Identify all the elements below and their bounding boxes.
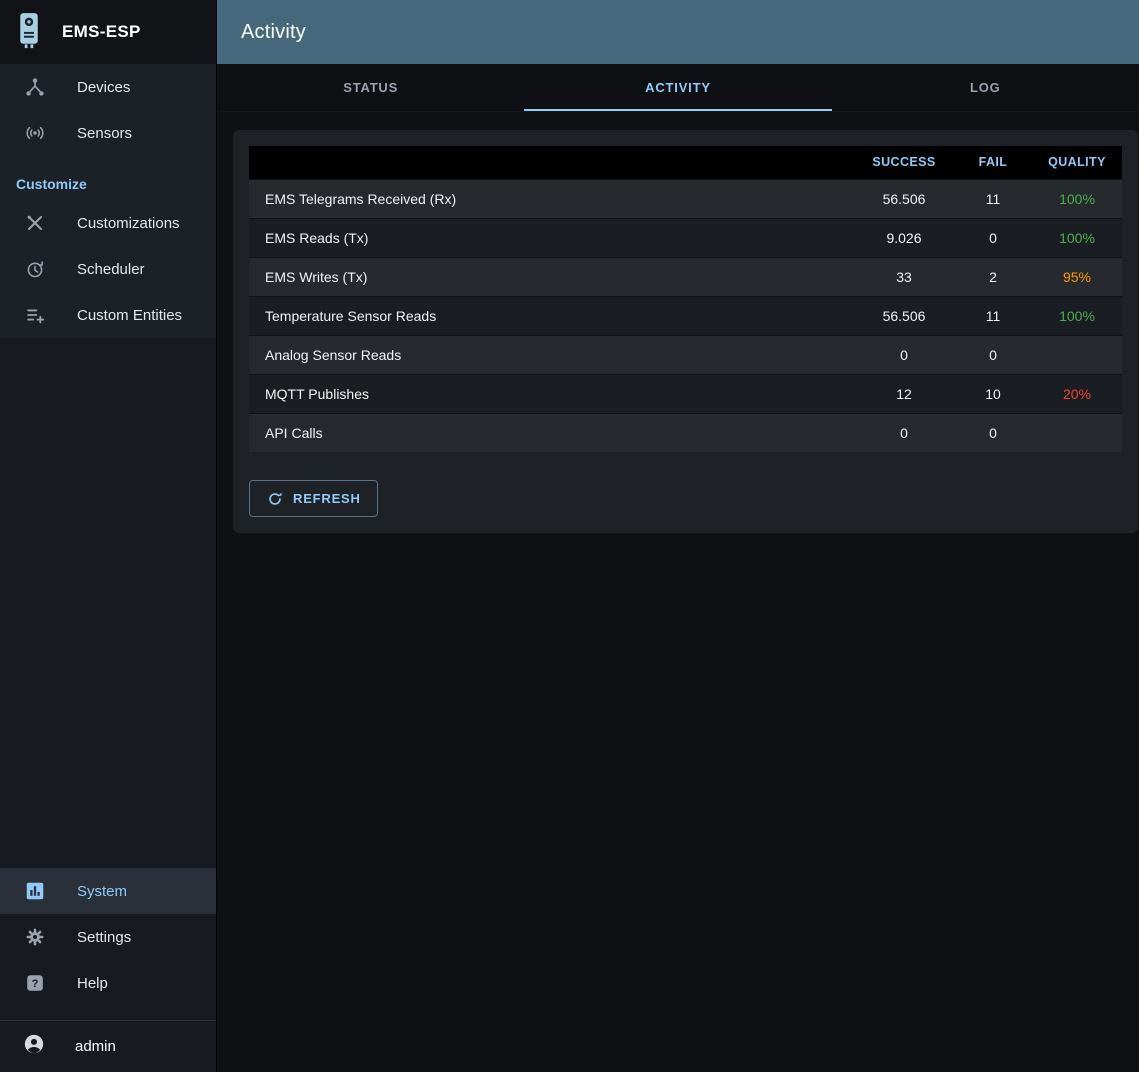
header-name [249,146,854,179]
tab-label: ACTIVITY [645,80,711,95]
tab-label: STATUS [343,80,399,95]
header-quality: QUALITY [1032,146,1122,179]
sidebar: EMS-ESP Devices [0,0,217,1072]
sidebar-item-label: Sensors [77,124,133,142]
refresh-icon [266,490,284,508]
metric-fail: 2 [954,256,1032,296]
sidebar-item-label: Custom Entities [77,306,183,324]
activity-table: SUCCESS FAIL QUALITY EMS Telegrams Recei… [249,146,1122,452]
appbar: Activity [217,0,1139,64]
metric-name: EMS Writes (Tx) [249,256,854,296]
metric-name: Temperature Sensor Reads [249,295,854,335]
sidebar-item-label: Help [77,974,108,992]
metric-success: 56.506 [854,178,954,218]
metric-quality [1032,412,1122,452]
table-row: Temperature Sensor Reads 56.506 11 100% [249,295,1122,335]
tab-status[interactable]: STATUS [217,64,524,111]
metric-quality: 100% [1032,295,1122,335]
metric-quality: 95% [1032,256,1122,296]
playlist-add-icon [23,303,47,327]
sidebar-item-system[interactable]: System [0,868,216,914]
tab-activity[interactable]: ACTIVITY [524,64,832,111]
metric-name: API Calls [249,412,854,452]
metric-success: 0 [854,334,954,374]
sidebar-item-custom-entities[interactable]: Custom Entities [0,292,216,338]
table-row: Analog Sensor Reads 0 0 [249,334,1122,374]
account-icon [23,1033,45,1060]
tools-icon [23,211,47,235]
metric-fail: 11 [954,178,1032,218]
sidebar-item-help[interactable]: ? Help [0,960,216,1006]
sidebar-item-label: Scheduler [77,260,145,278]
metric-fail: 11 [954,295,1032,335]
tab-log[interactable]: LOG [832,64,1139,111]
metric-fail: 0 [954,412,1032,452]
sidebar-divider [0,1020,216,1021]
ems-esp-logo-icon [14,11,44,54]
metric-success: 9.026 [854,217,954,257]
devices-icon [23,75,47,99]
table-header-row: SUCCESS FAIL QUALITY [249,146,1122,179]
refresh-label: REFRESH [293,491,361,506]
metric-quality [1032,334,1122,374]
metric-success: 0 [854,412,954,452]
tab-bar: STATUS ACTIVITY LOG [217,64,1139,112]
metric-success: 56.506 [854,295,954,335]
metric-success: 12 [854,373,954,413]
metric-success: 33 [854,256,954,296]
metric-name: EMS Reads (Tx) [249,217,854,257]
sidebar-item-label: Settings [77,928,132,946]
metric-fail: 0 [954,334,1032,374]
activity-card: SUCCESS FAIL QUALITY EMS Telegrams Recei… [233,130,1138,533]
sidebar-item-label: Devices [77,78,131,96]
sidebar-item-customizations[interactable]: Customizations [0,200,216,246]
table-row: EMS Writes (Tx) 33 2 95% [249,256,1122,296]
svg-text:?: ? [32,978,39,990]
refresh-button[interactable]: REFRESH [249,480,378,517]
sidebar-nav-main: Devices Sensors Customize [0,64,216,338]
metric-quality: 100% [1032,217,1122,257]
metric-name: MQTT Publishes [249,373,854,413]
sidebar-item-label: System [77,882,128,900]
clock-icon [23,257,47,281]
metric-quality: 20% [1032,373,1122,413]
tab-label: LOG [970,80,1001,95]
user-menu-admin[interactable]: admin [0,1021,216,1072]
metric-quality: 100% [1032,178,1122,218]
sidebar-spacer [0,338,216,868]
metric-fail: 0 [954,217,1032,257]
sidebar-item-scheduler[interactable]: Scheduler [0,246,216,292]
sidebar-item-settings[interactable]: Settings [0,914,216,960]
app-title: EMS-ESP [62,22,141,41]
table-row: EMS Reads (Tx) 9.026 0 100% [249,217,1122,257]
sensors-icon [23,121,47,145]
sidebar-item-sensors[interactable]: Sensors [0,110,216,156]
main-area: Activity STATUS ACTIVITY LOG SU [217,0,1139,1072]
sidebar-header: EMS-ESP [0,0,216,64]
customize-section-label: Customize [16,176,87,192]
metric-name: Analog Sensor Reads [249,334,854,374]
bar-chart-icon [23,879,47,903]
table-row: API Calls 0 0 [249,412,1122,452]
metric-fail: 10 [954,373,1032,413]
sidebar-item-label: Customizations [77,214,180,232]
help-icon: ? [23,971,47,995]
sidebar-item-devices[interactable]: Devices [0,64,216,110]
table-row: EMS Telegrams Received (Rx) 56.506 11 10… [249,178,1122,218]
page-title: Activity [241,20,306,43]
header-fail: FAIL [954,146,1032,179]
table-row: MQTT Publishes 12 10 20% [249,373,1122,413]
header-success: SUCCESS [854,146,954,179]
user-label: admin [75,1038,116,1055]
gear-icon [23,925,47,949]
metric-name: EMS Telegrams Received (Rx) [249,178,854,218]
